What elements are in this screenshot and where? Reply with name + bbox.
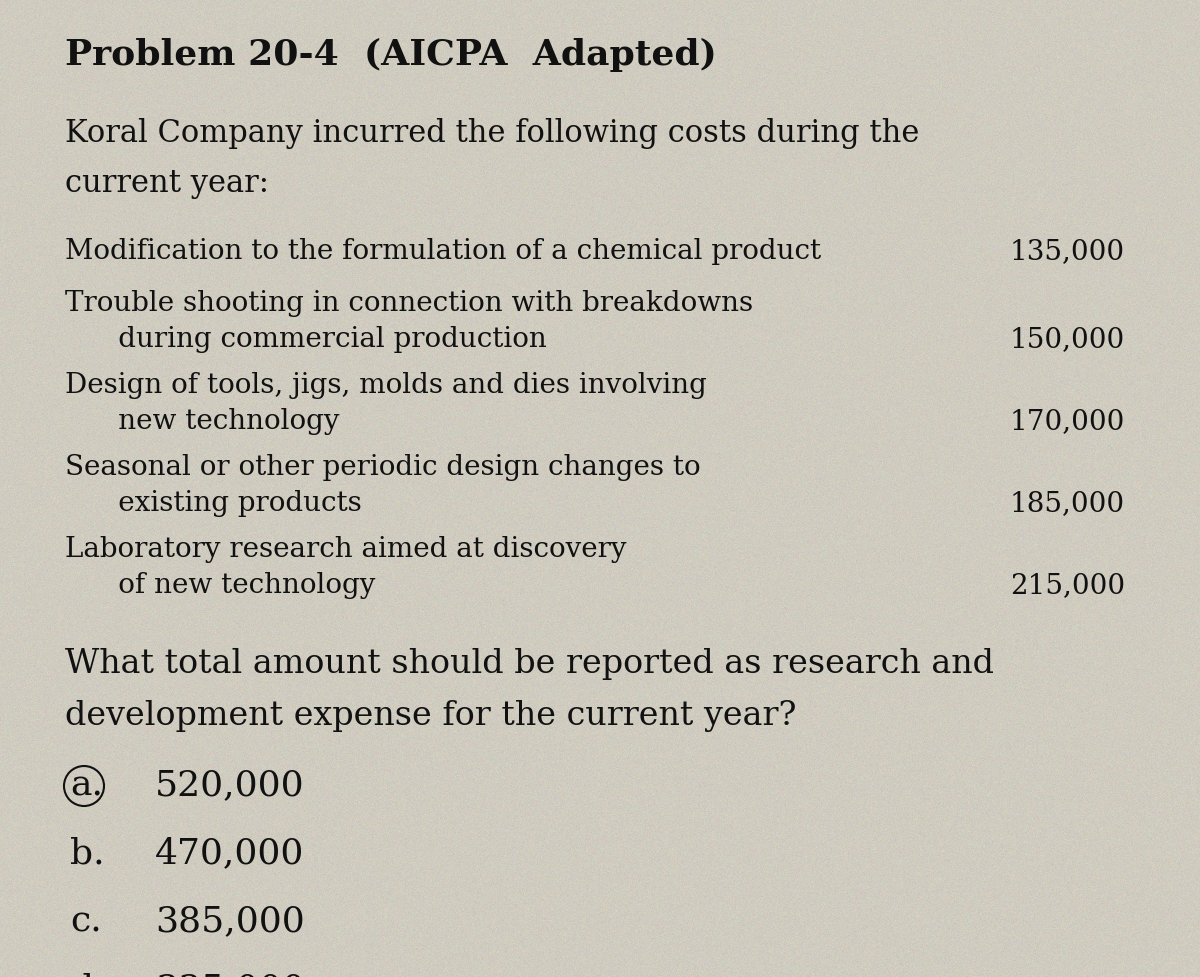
Text: existing products: existing products [65,490,361,517]
Text: during commercial production: during commercial production [65,326,547,353]
Text: What total amount should be reported as research and: What total amount should be reported as … [65,648,994,680]
Text: 215,000: 215,000 [1010,572,1126,599]
Text: current year:: current year: [65,168,269,199]
Text: d.: d. [70,972,104,977]
Text: Laboratory research aimed at discovery: Laboratory research aimed at discovery [65,536,626,563]
Text: 170,000: 170,000 [1010,408,1126,435]
Text: 470,000: 470,000 [155,836,305,870]
Text: Seasonal or other periodic design changes to: Seasonal or other periodic design change… [65,454,701,481]
Text: 335,000: 335,000 [155,972,305,977]
Text: 185,000: 185,000 [1010,490,1126,517]
Text: of new technology: of new technology [65,572,376,599]
Text: 520,000: 520,000 [155,768,305,802]
Text: new technology: new technology [65,408,340,435]
Text: 385,000: 385,000 [155,904,305,938]
Text: Koral Company incurred the following costs during the: Koral Company incurred the following cos… [65,118,919,149]
Text: c.: c. [70,904,102,938]
Text: Trouble shooting in connection with breakdowns: Trouble shooting in connection with brea… [65,290,754,317]
Text: Design of tools, jigs, molds and dies involving: Design of tools, jigs, molds and dies in… [65,372,707,399]
Text: Modification to the formulation of a chemical product: Modification to the formulation of a che… [65,238,821,265]
Text: b.: b. [70,836,104,870]
Text: a.: a. [70,768,103,802]
Text: 135,000: 135,000 [1010,238,1126,265]
Text: Problem 20-4  (AICPA  Adapted): Problem 20-4 (AICPA Adapted) [65,38,716,72]
Text: development expense for the current year?: development expense for the current year… [65,700,797,732]
Text: 150,000: 150,000 [1010,326,1126,353]
